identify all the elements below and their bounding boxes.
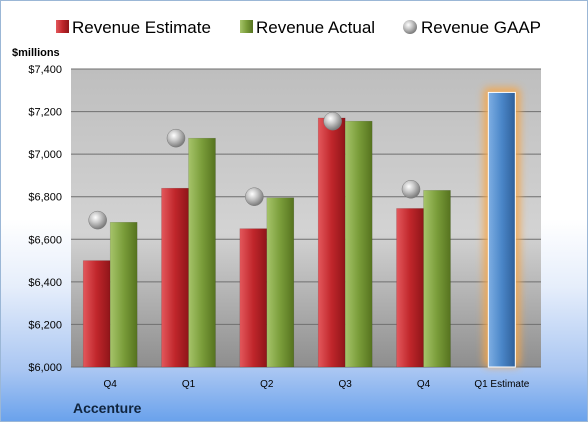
bar-revenue-estimate[interactable] [396,208,424,368]
bar-revenue-estimate[interactable] [317,117,346,368]
bar-revenue-estimate[interactable] [82,260,111,368]
bar-revenue-actual[interactable] [344,120,373,368]
marker-revenue-gaap[interactable] [323,111,342,131]
company-name: Accenture [73,400,142,416]
gaap-markers [88,111,421,230]
bar-revenue-actual[interactable] [423,190,451,368]
y-tick-label: $7,400 [28,64,62,76]
y-tick-label: $6,400 [28,277,62,289]
bar-revenue-actual[interactable] [266,197,295,368]
y-tick-label: $7,200 [28,107,62,119]
y-tick-label: $6,600 [28,234,62,246]
marker-revenue-gaap[interactable] [166,128,186,148]
bar-revenue-actual[interactable] [188,137,216,368]
y-axis: $6,000 $6,200 $6,400 $6,600 $6,800 $7,000 $7,2… [28,64,62,374]
x-tick-label: Q4 [103,379,117,390]
bar-q1-estimate[interactable] [487,91,516,368]
x-tick-label: Q2 [260,379,274,390]
y-unit-label: $millions [12,47,60,59]
bar-revenue-actual[interactable] [109,222,138,368]
y-tick-label: $6,200 [28,319,62,331]
legend-swatch-estimate [56,20,69,33]
legend-swatch-gaap [403,20,417,34]
plot-area [71,69,541,367]
marker-revenue-gaap[interactable] [401,180,421,199]
x-axis: Q4 Q1 Q2 Q3 Q4 Q1 Estimate [103,379,529,390]
x-tick-label: Q1 Estimate [474,379,529,390]
legend-item-revenue-actual[interactable]: Revenue Actual [240,18,375,37]
legend-swatch-actual [240,20,253,33]
bars [82,87,521,368]
x-tick-label: Q1 [182,379,196,390]
y-tick-label: $6,000 [28,362,62,374]
y-tick-label: $6,800 [28,192,62,204]
marker-revenue-gaap[interactable] [245,187,264,206]
gridlines [71,68,541,368]
legend-label-gaap: Revenue GAAP [421,18,541,37]
legend-item-revenue-estimate[interactable]: Revenue Estimate [56,18,211,37]
legend-label-actual: Revenue Actual [256,18,375,37]
x-tick-label: Q4 [417,379,431,390]
legend: Revenue Estimate Revenue Actual Revenue … [56,18,541,37]
bar-revenue-estimate[interactable] [239,228,268,368]
marker-revenue-gaap[interactable] [88,210,107,230]
x-tick-label: Q3 [338,379,352,390]
legend-label-estimate: Revenue Estimate [72,18,211,37]
y-tick-label: $7,000 [28,149,62,161]
bar-revenue-estimate[interactable] [161,187,189,368]
legend-item-revenue-gaap[interactable]: Revenue GAAP [403,18,541,37]
